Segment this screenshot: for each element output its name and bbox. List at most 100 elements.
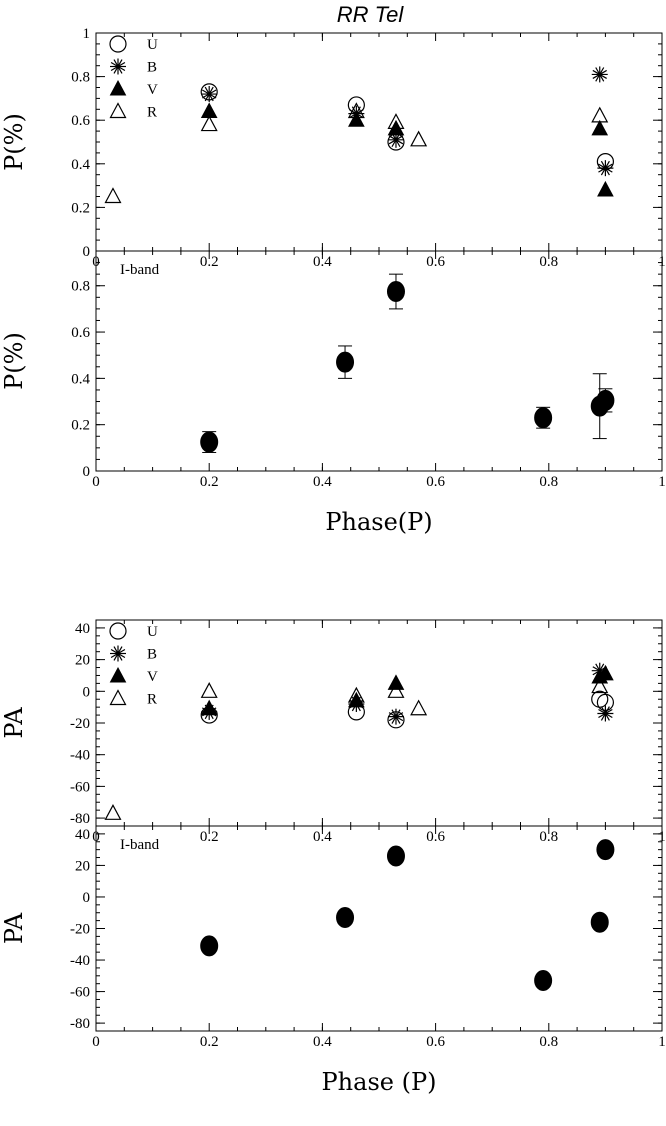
data-point-B-ray	[598, 163, 613, 173]
legend-marker-U	[109, 35, 127, 53]
x-axis-label: Phase (P)	[322, 1068, 437, 1096]
legend-marker-V-shape	[109, 666, 127, 683]
legend-marker-U-shape	[109, 622, 127, 640]
data-point	[386, 845, 405, 867]
legend-label: V	[147, 669, 158, 685]
data-point	[534, 407, 553, 429]
legend-label: B	[147, 647, 157, 663]
x-tick-label: 0.4	[313, 829, 332, 845]
data-point-V	[597, 664, 614, 681]
y-tick-label: -80	[70, 1016, 90, 1032]
data-point-B-ray	[598, 708, 613, 719]
data-point-R	[387, 113, 405, 129]
data-point-shape	[534, 970, 553, 992]
data-point-V-shape	[200, 699, 218, 716]
y-tick-label: 0.4	[71, 371, 90, 387]
data-point-R-shape	[387, 113, 405, 129]
data-point-V-shape	[597, 180, 614, 197]
legend-label: U	[147, 37, 158, 53]
x-tick-label: 1	[658, 1034, 666, 1050]
y-tick-label: 0	[83, 244, 91, 260]
data-point-U-shape	[591, 690, 609, 708]
data-point-R	[104, 804, 122, 820]
data-point	[336, 351, 355, 373]
x-tick-label: 0.2	[200, 474, 219, 490]
data-point-B	[591, 66, 608, 83]
data-point	[200, 431, 219, 453]
data-point-R	[347, 686, 365, 703]
data-point-V	[348, 691, 365, 708]
data-point-V-shape	[597, 664, 614, 681]
x-tick-label: 0.6	[426, 254, 445, 270]
data-point-B-ray	[201, 89, 217, 99]
x-tick-label: 0	[92, 474, 100, 490]
data-point-R	[200, 682, 218, 698]
y-tick-label: 0.8	[71, 279, 90, 295]
legend-marker-V	[109, 666, 127, 683]
x-tick-label: 0.8	[539, 1034, 558, 1050]
x-tick-label: 0.6	[426, 829, 445, 845]
data-point	[200, 935, 219, 957]
data-point-R	[347, 102, 365, 119]
legend-label: U	[147, 624, 158, 640]
legend-label: R	[147, 105, 157, 121]
panel-2-frame	[95, 250, 663, 472]
legend-label: B	[147, 60, 157, 76]
data-point-shape	[200, 431, 219, 453]
data-point-V	[591, 119, 609, 136]
y-tick-label: 20	[75, 858, 90, 874]
data-point-R-shape	[410, 699, 428, 716]
data-point-R	[591, 106, 609, 123]
data-point-B-ray	[388, 135, 404, 145]
panel-4-frame	[95, 825, 663, 1032]
panel-3-frame	[95, 619, 663, 827]
x-tick-label: 0.6	[426, 1034, 445, 1050]
legend-marker-V-shape	[109, 79, 127, 96]
data-point	[596, 389, 615, 411]
data-point-R	[387, 682, 405, 698]
data-point-R-shape	[347, 686, 365, 703]
data-point-R-shape	[387, 682, 405, 698]
y-tick-label: 40	[75, 621, 90, 637]
data-point-shape	[590, 911, 609, 933]
x-tick-label: 1	[658, 829, 666, 845]
legend-marker-R	[109, 689, 127, 706]
legend-marker-B	[110, 645, 126, 662]
legend-marker-B-ray	[110, 648, 126, 659]
y-tick-label: -40	[70, 748, 90, 764]
data-point-shape	[596, 389, 615, 411]
data-point-shape	[200, 935, 219, 957]
data-point-R	[410, 699, 428, 716]
data-point-R	[104, 187, 122, 204]
data-point-V	[200, 699, 218, 716]
data-point-B	[597, 705, 614, 722]
data-point-R-shape	[200, 115, 218, 132]
data-point	[386, 281, 405, 303]
data-point-R	[200, 115, 218, 132]
y-axis-label: P(%)	[0, 113, 28, 171]
x-axis-label: Phase(P)	[325, 508, 432, 536]
data-point-R-shape	[104, 804, 122, 820]
x-tick-label: 0.8	[539, 474, 558, 490]
y-tick-label: 1	[83, 26, 91, 42]
x-tick-label: 0.2	[200, 254, 219, 270]
data-point-R	[410, 130, 428, 147]
y-tick-label: 0.6	[71, 325, 90, 341]
data-point	[590, 911, 609, 933]
y-tick-label: 0.6	[71, 113, 90, 129]
annotation-label: I-band	[120, 262, 160, 278]
data-point-shape	[336, 351, 355, 373]
legend-marker-V	[109, 79, 127, 96]
data-point-shape	[336, 906, 355, 928]
y-tick-label: 40	[75, 827, 90, 843]
y-tick-label: 0	[83, 890, 91, 906]
legend-marker-R-shape	[109, 102, 127, 119]
y-axis-label: PA	[0, 912, 28, 944]
data-point-V	[597, 180, 614, 197]
y-tick-label: 0.4	[71, 157, 90, 173]
legend-label: V	[147, 82, 158, 98]
x-tick-label: 0.4	[313, 254, 332, 270]
y-tick-label: 0	[83, 684, 91, 700]
data-point-B	[201, 86, 218, 103]
data-point-B	[387, 708, 404, 725]
